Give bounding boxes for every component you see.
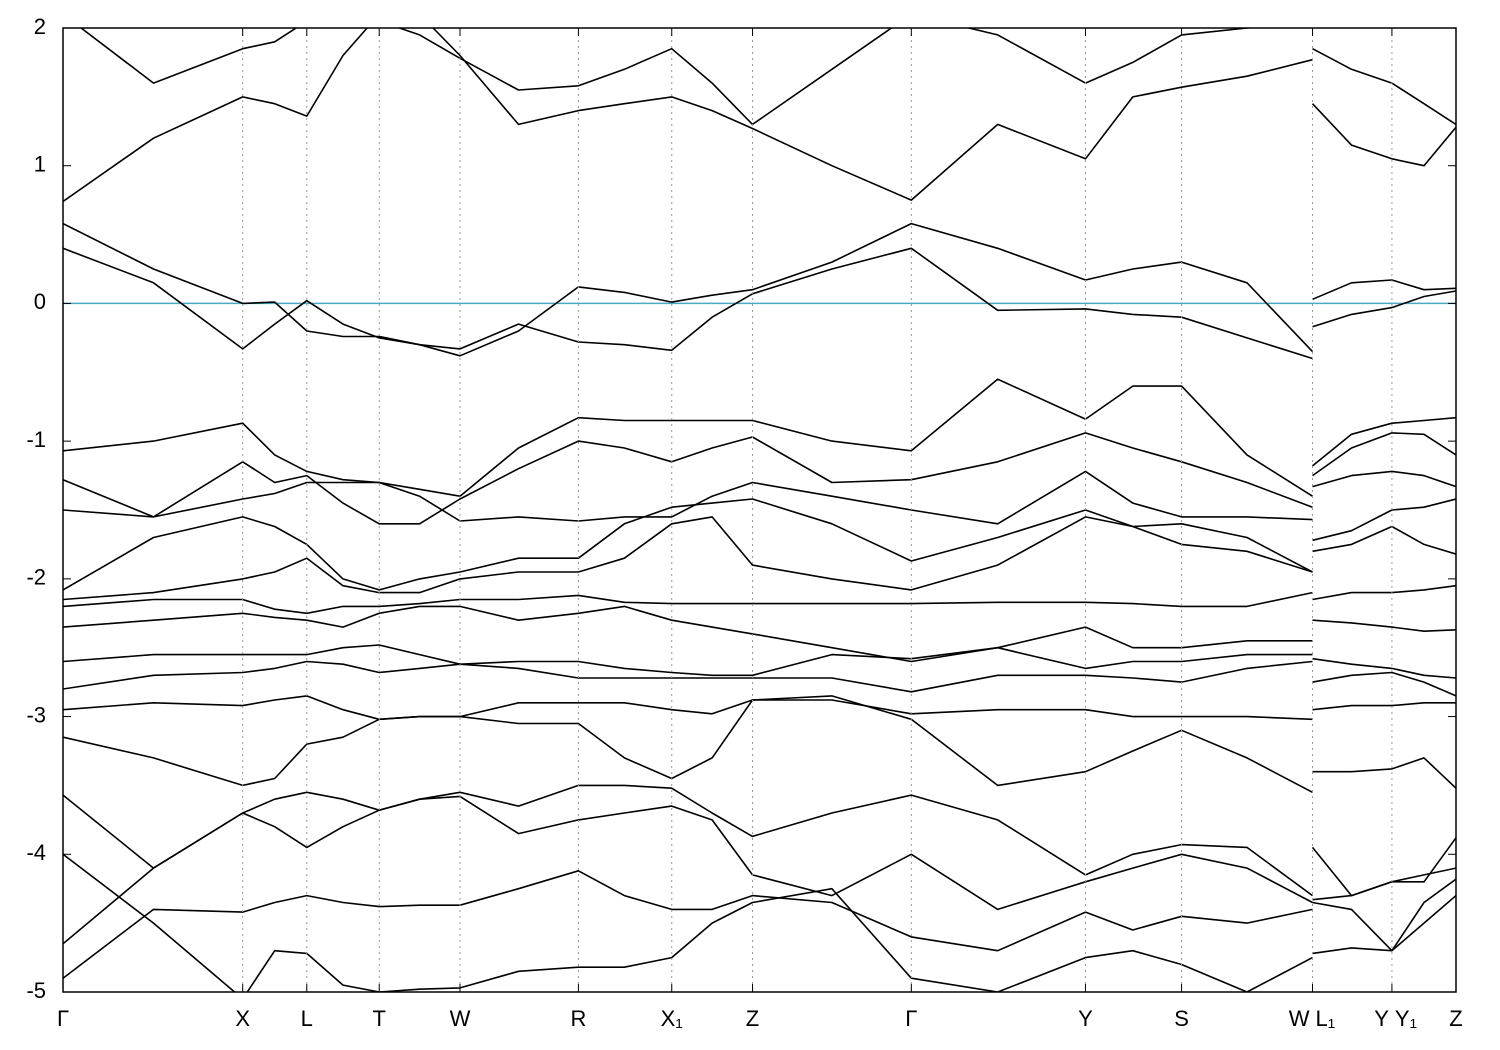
- x-tick-label: Γ: [57, 1006, 69, 1031]
- y-tick-label: -1: [26, 427, 46, 452]
- x-tick-label: T: [372, 1006, 385, 1031]
- band-line: [63, 695, 1456, 721]
- band-line: [63, 644, 1456, 679]
- band-line: [63, 605, 1456, 663]
- band-line: [63, 247, 1456, 360]
- x-tick-label: W: [1289, 1006, 1310, 1031]
- x-tick-label: W: [450, 1006, 471, 1031]
- band-line: [63, 470, 1456, 525]
- x-tick-label: Y: [1374, 1006, 1389, 1031]
- y-tick-label: 2: [34, 14, 46, 39]
- band-line: [63, 28, 1456, 203]
- y-tick-label: 1: [34, 152, 46, 177]
- y-tick-label: 0: [34, 289, 46, 314]
- y-tick-label: -5: [26, 978, 46, 1003]
- band-line: [63, 378, 1456, 497]
- x-tick-label: X₁: [661, 1006, 683, 1031]
- x-tick-label: X: [235, 1006, 250, 1031]
- x-tick-label: Z: [1449, 1006, 1462, 1031]
- x-tick-label: S: [1174, 1006, 1189, 1031]
- x-tick-label: Z: [746, 1006, 759, 1031]
- y-tick-label: -2: [26, 565, 46, 590]
- plot-frame: [62, 27, 1457, 993]
- x-tick-label: Y₁: [1395, 1006, 1417, 1031]
- plot-area: [63, 28, 1456, 992]
- band-line: [63, 660, 1456, 697]
- band-line: [63, 853, 1456, 992]
- x-tick-label: R: [570, 1006, 586, 1031]
- x-tick-label: Γ: [905, 1006, 917, 1031]
- x-tick-label: L₁: [1316, 1006, 1336, 1031]
- y-tick-label: -4: [26, 840, 46, 865]
- x-tick-label: Y: [1078, 1006, 1093, 1031]
- y-tick-label: -3: [26, 702, 46, 727]
- band-line: [63, 695, 1456, 794]
- band-line: [63, 432, 1456, 525]
- x-tick-label: L: [301, 1006, 313, 1031]
